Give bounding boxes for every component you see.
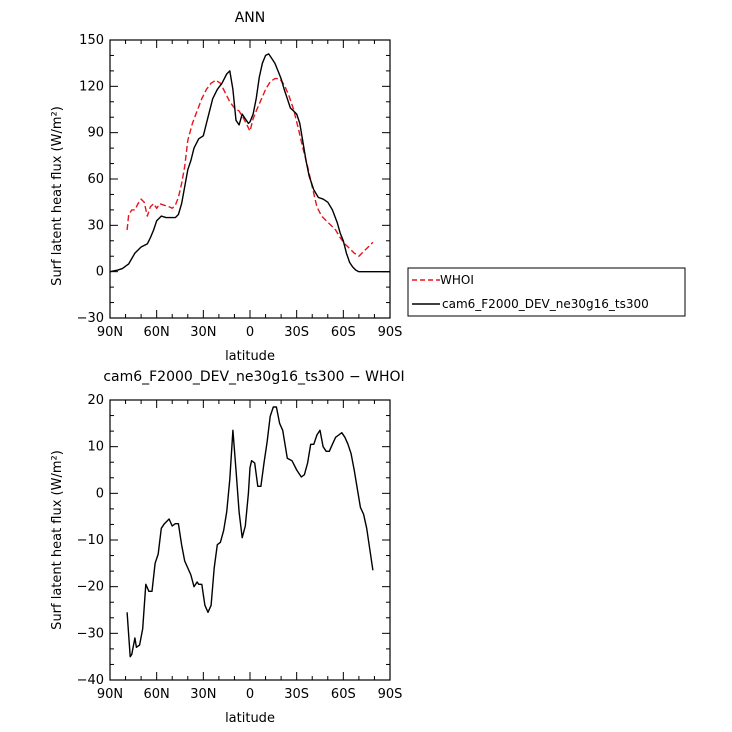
top-series-lines <box>109 53 390 273</box>
bottom-y-tick-labels: −40 −30 −20 −10 0 10 20 <box>77 393 104 688</box>
top-y-tick-labels: −30 0 30 60 90 120 150 <box>77 33 104 326</box>
bottom-y-tick-label: 0 <box>96 486 104 501</box>
bottom-y-axis-label: Surf latent heat flux (W/m²) <box>50 450 65 630</box>
bottom-chart-title: cam6_F2000_DEV_ne30g16_ts300 − WHOI <box>103 369 404 385</box>
top-y-tick-label: 120 <box>79 79 104 94</box>
bottom-series-line-difference <box>126 406 374 658</box>
top-x-tick-label: 60N <box>144 325 170 340</box>
top-x-tick-label: 60S <box>331 325 356 340</box>
bottom-tick-marks <box>109 399 391 681</box>
bottom-x-axis-label: latitude <box>225 711 275 726</box>
top-x-tick-label: 90S <box>378 325 403 340</box>
bottom-x-tick-labels: 90N 60N 30N 0 30S 60S 90S <box>97 687 403 702</box>
top-tick-marks <box>109 39 391 319</box>
bottom-plot-frame <box>109 399 391 681</box>
top-plot-frame <box>109 39 391 319</box>
bottom-y-tick-label: −10 <box>77 533 104 548</box>
bottom-y-tick-label: 10 <box>87 440 104 455</box>
legend-model-label: cam6_F2000_DEV_ne30g16_ts300 <box>442 297 649 311</box>
top-y-tick-label: 60 <box>87 172 104 187</box>
top-x-axis-label: latitude <box>225 349 275 364</box>
legend-whoi-label: WHOI <box>440 273 474 287</box>
bottom-series-lines <box>126 406 374 658</box>
top-series-line-cam6-f2000-dev-ne30g16-ts300 <box>109 53 390 273</box>
top-y-tick-label: 0 <box>96 265 104 280</box>
bottom-chart-panel: cam6_F2000_DEV_ne30g16_ts300 − WHOI −40−… <box>50 369 405 726</box>
bottom-x-tick-label: 30S <box>284 687 309 702</box>
bottom-x-tick-label: 90S <box>378 687 403 702</box>
bottom-y-tick-label: −30 <box>77 626 104 641</box>
top-chart-panel: ANN −30 0 30 60 90 120 150 90N 60N 30N 0 30S 60S 90S… <box>50 10 402 364</box>
top-y-tick-label: 30 <box>87 218 104 233</box>
bottom-x-tick-label: 30N <box>190 687 216 702</box>
top-y-tick-label: 150 <box>79 33 104 48</box>
top-series-line-whoi <box>126 77 374 257</box>
bottom-y-tick-label: −40 <box>77 673 104 688</box>
legend-box <box>407 267 686 317</box>
top-x-tick-label: 90N <box>97 325 123 340</box>
bottom-x-tick-label: 0 <box>246 687 254 702</box>
top-y-tick-label: −30 <box>77 311 104 326</box>
top-y-tick-label: 90 <box>87 126 104 141</box>
bottom-x-tick-label: 60N <box>144 687 170 702</box>
top-chart-title: ANN <box>235 10 266 26</box>
bottom-y-tick-label: −20 <box>77 580 104 595</box>
legend: WHOI cam6_F2000_DEV_ne30g16_ts300 <box>407 267 686 317</box>
top-x-tick-label: 30N <box>190 325 216 340</box>
top-y-axis-label: Surf latent heat flux (W/m²) <box>50 106 65 286</box>
top-x-tick-label: 0 <box>246 325 254 340</box>
bottom-x-tick-label: 90N <box>97 687 123 702</box>
bottom-x-tick-label: 60S <box>331 687 356 702</box>
top-x-tick-labels: 90N 60N 30N 0 30S 60S 90S <box>97 325 403 340</box>
bottom-y-tick-label: 20 <box>87 393 104 408</box>
top-x-tick-label: 30S <box>284 325 309 340</box>
